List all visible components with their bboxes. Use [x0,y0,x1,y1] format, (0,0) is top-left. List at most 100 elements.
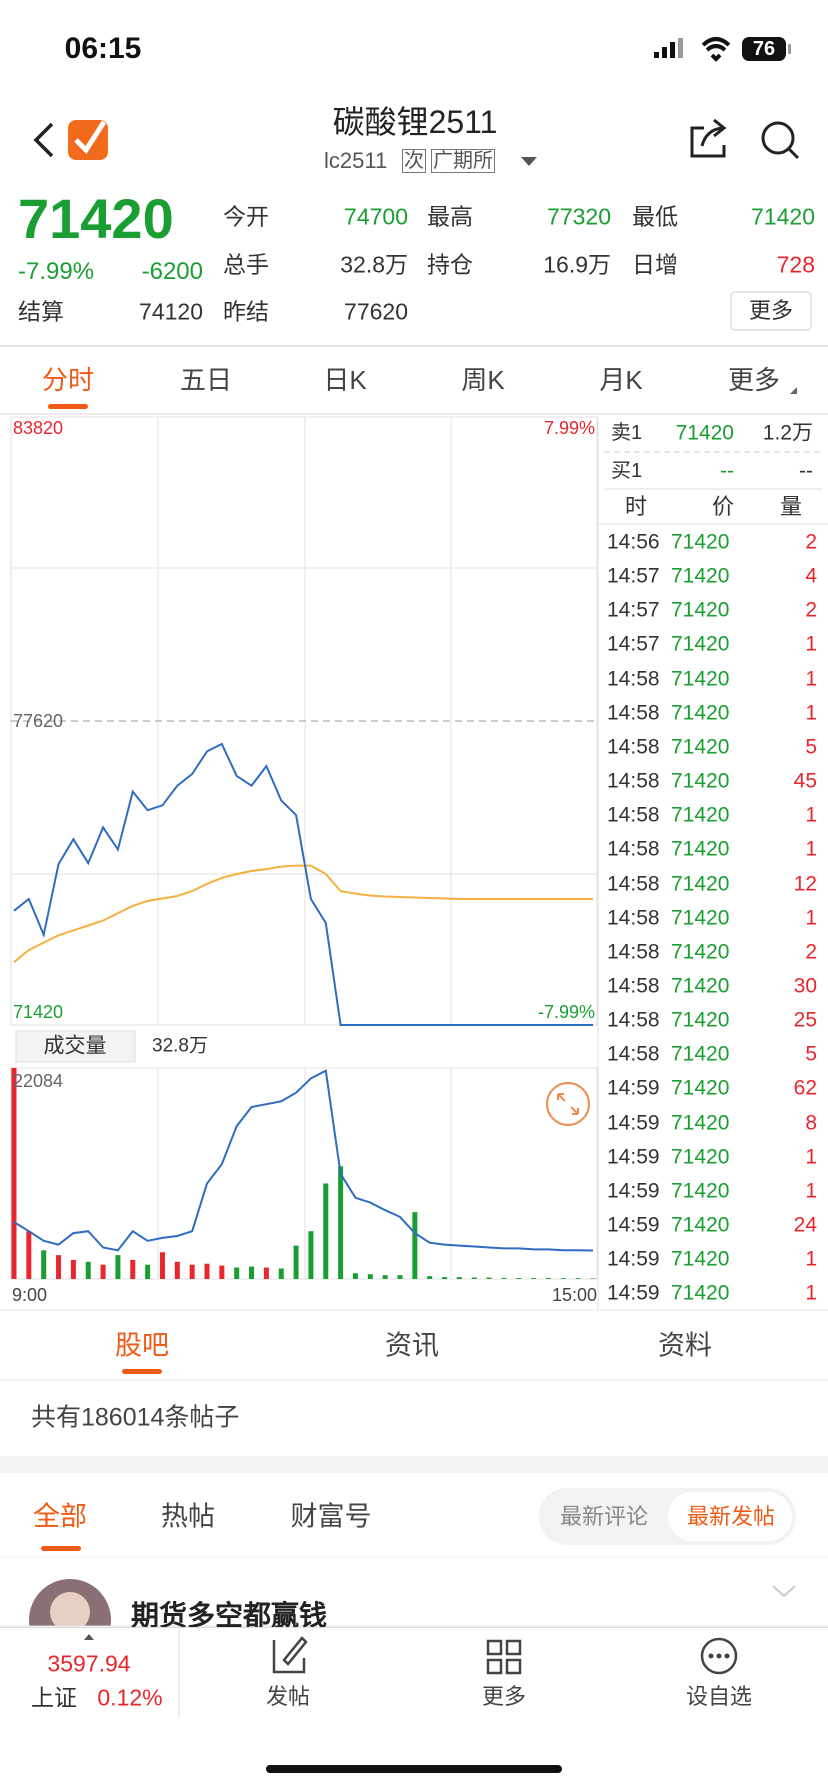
field-label: 日增 [632,251,678,278]
bottom-action[interactable]: 设自选 [685,1684,753,1709]
book-header: 量 [779,494,803,519]
section-gap [0,1456,828,1473]
open-interest-line [13,1069,594,1252]
clock: 06:15 [64,32,142,65]
field-value: 74120 [139,298,203,325]
volume-bar [56,1255,62,1279]
trade-price: 71420 [671,1042,730,1066]
trade-volume: 12 [793,872,817,895]
volume-bar [412,1212,418,1279]
volume-bar [442,1277,448,1279]
book-label: 卖1 [611,422,643,444]
bottom-action[interactable]: 更多 [481,1684,527,1709]
field-label: 最低 [632,203,678,230]
trade-time: 14:58 [607,872,660,895]
book-volume: 1.2万 [762,421,813,445]
trade-time: 14:59 [607,1076,660,1100]
volume-bar [575,1278,581,1279]
expand-icon[interactable] [546,1082,590,1126]
trade-time: 14:59 [607,1213,660,1237]
trade-volume: 2 [805,530,817,554]
volume-bar [516,1278,522,1279]
filter-tab[interactable]: 财富号 [290,1501,372,1532]
post-icon[interactable] [272,1636,308,1674]
filter-tab[interactable]: 热帖 [161,1501,215,1532]
sort-option[interactable]: 最新评论 [559,1504,649,1529]
field-label: 结算 [18,298,64,325]
trade-price: 71420 [671,1076,730,1100]
field-value: 77320 [547,203,611,230]
volume-bar [41,1250,47,1279]
search-icon[interactable] [761,121,795,155]
exchange-dropdown[interactable] [521,157,537,166]
trade-price: 71420 [671,906,730,930]
index-arrow [84,1634,94,1640]
volume-bar [11,1068,17,1279]
volume-bar [590,1278,596,1279]
trade-volume: 1 [805,1247,817,1271]
chart-tab[interactable]: 更多 [727,365,781,395]
chart-tab[interactable]: 月K [599,365,643,395]
wifi-icon [701,37,731,62]
trade-price: 71420 [671,632,730,656]
trade-price: 71420 [671,1008,730,1032]
trade-time: 14:57 [607,564,660,588]
volume-bar [427,1276,433,1279]
chart-tab[interactable]: 日K [323,365,367,395]
field-value: 32.8万 [340,251,408,278]
axis-label: 7.99% [543,418,595,438]
volume-bar [308,1231,314,1279]
title: 碳酸锂2511 [332,104,498,140]
collapse-icon[interactable] [772,1585,796,1598]
share-icon[interactable] [690,118,727,158]
trade-time: 14:58 [607,906,660,930]
section-tab[interactable]: 资讯 [385,1330,439,1361]
section-tab[interactable]: 股吧 [115,1330,169,1361]
field-label: 持仓 [427,251,473,278]
bottom-action[interactable]: 发帖 [265,1684,311,1709]
filter-tab[interactable]: 全部 [33,1501,87,1532]
sort-option[interactable]: 最新发帖 [686,1504,776,1529]
trade-volume: 2 [805,598,817,622]
post-author: 期货多空都赢钱 [131,1600,328,1631]
signal-icon [654,38,683,58]
post-count: 共有186014条帖子 [31,1403,240,1432]
book-header: 价 [711,494,735,519]
trade-volume: 1 [805,667,817,691]
more-button-label[interactable]: 更多 [748,298,794,323]
chart-tab[interactable]: 分时 [41,365,95,395]
more-button[interactable] [730,291,812,331]
volume-bar [189,1264,195,1279]
trade-price: 71420 [671,1213,730,1237]
tab-more-mark [790,387,797,394]
trade-volume: 8 [805,1111,817,1135]
trade-time: 14:59 [607,1281,660,1305]
section-tab[interactable]: 资料 [658,1330,712,1361]
bottom-bar-cover [0,1627,828,1792]
book-label: 买1 [611,460,643,482]
trade-volume: 1 [805,632,817,656]
tab-underline [48,404,88,409]
trade-volume: 5 [805,735,817,759]
volume-bar [263,1267,269,1279]
trade-price: 71420 [671,1247,730,1271]
axis-label: 71420 [13,1002,64,1022]
chart-tab[interactable]: 五日 [179,365,233,395]
avatar-face [50,1592,90,1632]
contract-tag: 次 [402,149,426,173]
trade-price: 71420 [671,872,730,895]
trade-price: 71420 [671,1145,730,1169]
trade-price: 71420 [671,530,730,554]
axis-label: 15:00 [551,1285,597,1305]
field-value: 16.9万 [543,251,611,278]
trade-time: 14:58 [607,837,660,861]
trade-volume: 25 [793,1008,817,1032]
watchlist-icon[interactable] [700,1637,738,1675]
volume-bar [278,1268,284,1279]
back-icon[interactable] [33,122,54,158]
more-icon[interactable] [486,1639,522,1675]
chart-tab[interactable]: 周K [461,365,505,395]
search-handle [787,147,800,160]
field-value: 728 [776,251,815,278]
